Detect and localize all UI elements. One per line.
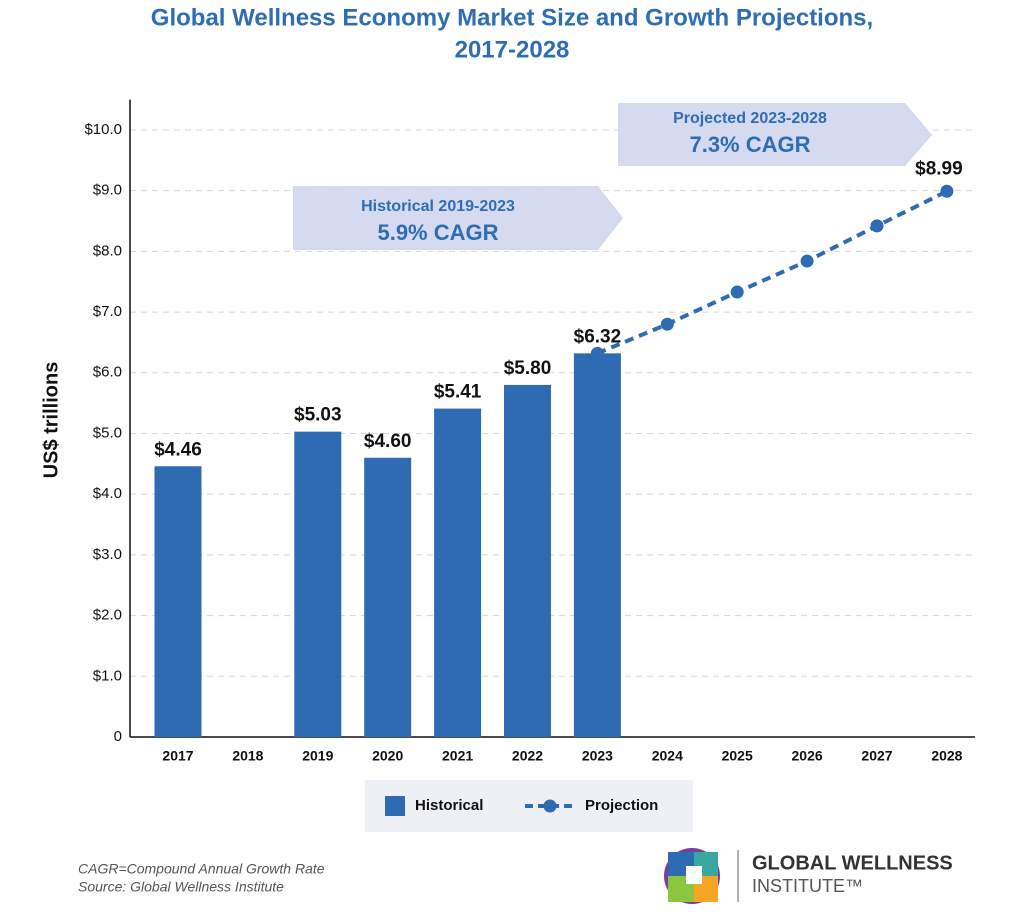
value-label: $8.99 <box>915 158 963 179</box>
x-tick-label: 2018 <box>232 748 263 764</box>
y-tick-label: $3.0 <box>93 546 122 563</box>
legend-swatch <box>543 799 557 813</box>
y-tick-label: $6.0 <box>93 364 122 381</box>
legend-swatch <box>385 796 405 816</box>
annotation: 5.9% CAGR <box>377 220 498 245</box>
legend-label: Projection <box>585 797 658 814</box>
annotation-arrow <box>293 186 623 250</box>
line-point <box>800 254 814 268</box>
bar <box>434 408 482 737</box>
value-label: $6.32 <box>574 326 622 347</box>
bar <box>294 431 342 737</box>
value-label: $5.80 <box>504 358 552 379</box>
logo-text: GLOBAL WELLNESS <box>752 852 953 874</box>
x-tick-label: 2024 <box>652 748 683 764</box>
value-label: $5.03 <box>294 405 342 426</box>
bar <box>573 353 621 737</box>
x-tick-label: 2027 <box>861 748 892 764</box>
y-tick-label: $2.0 <box>93 607 122 624</box>
y-tick-label: $1.0 <box>93 667 122 684</box>
y-tick-label: $7.0 <box>93 303 122 320</box>
annotation: Historical 2019-2023 <box>361 198 515 215</box>
x-tick-label: 2026 <box>792 748 823 764</box>
footnote: CAGR=Compound Annual Growth Rate <box>78 861 325 877</box>
x-tick-label: 2021 <box>442 748 473 764</box>
chart-title: Global Wellness Economy Market Size and … <box>151 4 873 31</box>
y-axis-label: US$ trillions <box>40 362 62 479</box>
legend-label: Historical <box>415 797 483 814</box>
annotation: 7.3% CAGR <box>689 132 810 157</box>
bar <box>364 457 412 737</box>
line-point <box>870 219 884 233</box>
x-tick-label: 2028 <box>931 748 962 764</box>
y-tick-label: 0 <box>114 728 122 745</box>
logo-mark <box>664 848 720 904</box>
y-tick-label: $8.0 <box>93 242 122 259</box>
x-tick-label: 2017 <box>162 748 193 764</box>
x-tick-label: 2022 <box>512 748 543 764</box>
logo-text: INSTITUTE™ <box>752 876 863 896</box>
annotation: Projected 2023-2028 <box>673 110 827 127</box>
chart-title: 2017-2028 <box>455 36 570 63</box>
bar <box>154 466 202 737</box>
value-label: $4.46 <box>154 439 202 460</box>
x-tick-label: 2019 <box>302 748 333 764</box>
value-label: $4.60 <box>364 431 412 452</box>
value-label: $5.41 <box>434 382 482 403</box>
line-point <box>940 184 954 198</box>
line-point <box>730 285 744 299</box>
y-tick-label: $9.0 <box>93 182 122 199</box>
x-tick-label: 2025 <box>722 748 753 764</box>
y-tick-label: $10.0 <box>84 121 122 138</box>
line-point <box>590 346 604 360</box>
y-tick-label: $5.0 <box>93 424 122 441</box>
line-point <box>660 317 674 331</box>
y-tick-label: $4.0 <box>93 485 122 502</box>
x-tick-label: 2023 <box>582 748 613 764</box>
annotation-arrow <box>618 103 932 166</box>
footnote: Source: Global Wellness Institute <box>78 879 284 895</box>
x-tick-label: 2020 <box>372 748 403 764</box>
line <box>596 189 948 356</box>
bar <box>504 384 551 737</box>
